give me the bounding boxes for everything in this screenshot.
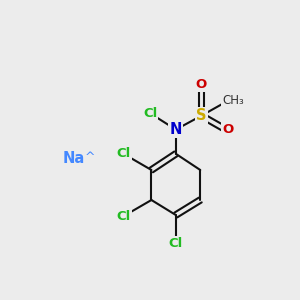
- Text: N: N: [170, 122, 182, 137]
- Text: Na: Na: [62, 151, 85, 166]
- Text: Cl: Cl: [116, 147, 131, 160]
- Text: Cl: Cl: [169, 237, 183, 250]
- Text: O: O: [196, 78, 207, 91]
- Text: CH₃: CH₃: [222, 94, 244, 107]
- Text: Cl: Cl: [143, 107, 158, 120]
- Text: Cl: Cl: [116, 210, 131, 223]
- Text: S: S: [196, 108, 207, 123]
- Text: O: O: [223, 123, 234, 136]
- Text: ^: ^: [85, 151, 95, 164]
